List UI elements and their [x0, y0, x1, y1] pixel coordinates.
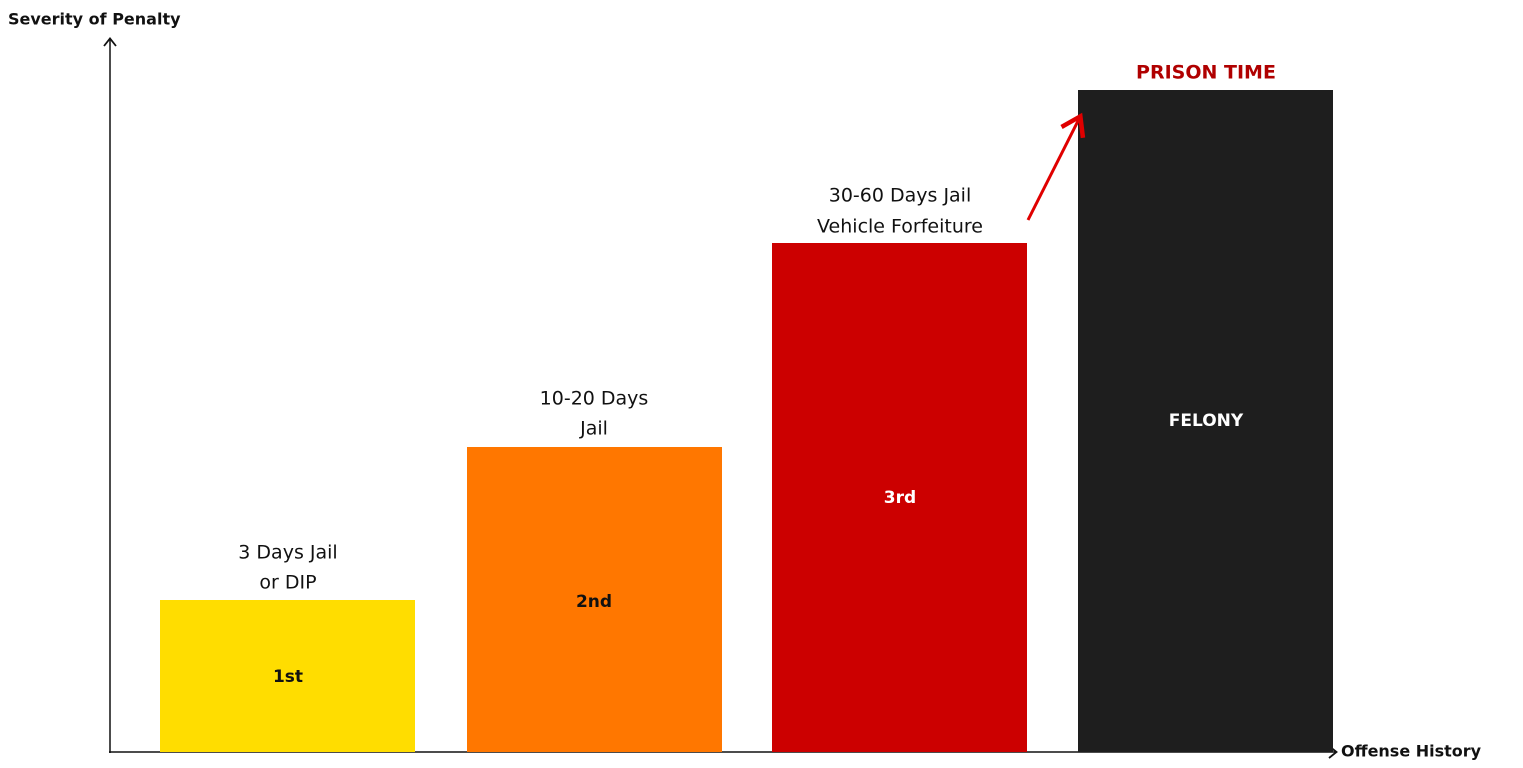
bar [1078, 90, 1333, 752]
bar-label: 2nd [576, 592, 612, 612]
bar [467, 447, 722, 752]
x-axis-label: Offense History [1341, 742, 1482, 761]
bar [160, 600, 415, 752]
bar-caption: 10-20 Days [540, 388, 649, 410]
y-axis-label: Severity of Penalty [8, 10, 181, 29]
arrow [1026, 112, 1086, 221]
bar-caption: Vehicle Forfeiture [817, 216, 983, 238]
bar [772, 243, 1027, 752]
bar-label: FELONY [1169, 411, 1244, 431]
bar-caption: 3 Days Jail [238, 542, 337, 564]
bar-caption: or DIP [259, 572, 316, 594]
bar-label: 1st [273, 667, 303, 687]
annotation: PRISON TIME [1136, 62, 1276, 84]
bar-label: 3rd [884, 488, 916, 508]
bar-caption: 30-60 Days Jail [829, 185, 972, 207]
bar-caption: Jail [579, 418, 608, 440]
